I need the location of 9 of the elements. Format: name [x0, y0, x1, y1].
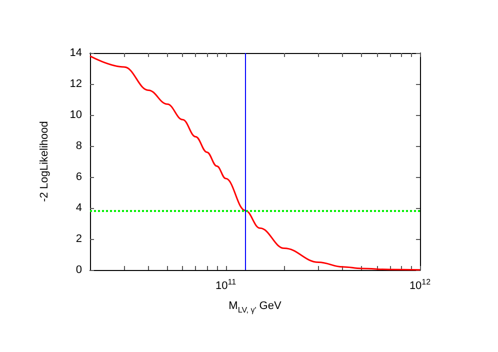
y-tick-label: 12: [70, 78, 82, 90]
y-axis-title: -2 LogLikelihood: [38, 121, 50, 202]
y-tick-label: 2: [76, 233, 82, 245]
y-tick-label: 4: [76, 202, 82, 214]
y-tick-label: 10: [70, 109, 82, 121]
y-tick-label: 0: [76, 264, 82, 276]
y-tick-label: 6: [76, 171, 82, 183]
y-tick-label: 8: [76, 140, 82, 152]
y-tick-label: 14: [70, 47, 82, 59]
